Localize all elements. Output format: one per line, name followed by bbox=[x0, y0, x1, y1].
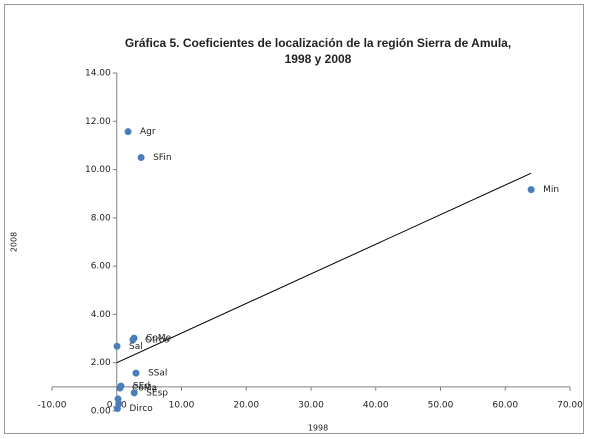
y-tick-label: 10.00 bbox=[85, 165, 111, 175]
point-label: Agr bbox=[140, 127, 156, 137]
point-label: Otros bbox=[145, 335, 170, 345]
y-tick-label: 2.00 bbox=[91, 358, 111, 368]
y-tick-label: 0.00 bbox=[91, 407, 111, 417]
point bbox=[130, 389, 138, 397]
point-label: SEd bbox=[133, 382, 150, 392]
y-axis-label: 2008 bbox=[10, 232, 19, 252]
trend-line bbox=[116, 172, 532, 364]
point-label: SFin bbox=[153, 153, 171, 163]
y-tick-label: 6.00 bbox=[91, 262, 111, 272]
point bbox=[116, 384, 124, 392]
point bbox=[124, 128, 132, 136]
chart-title: Gráfica 5. Coeficientes de localización … bbox=[125, 36, 511, 50]
x-tick-label: 10.00 bbox=[169, 400, 195, 410]
x-tick-label: 60.00 bbox=[492, 400, 518, 410]
point bbox=[527, 186, 535, 194]
x-tick-label: 50.00 bbox=[428, 400, 454, 410]
point-label: Sal bbox=[129, 342, 143, 352]
point-label: SEsp bbox=[146, 388, 168, 398]
x-tick-label: 20.00 bbox=[233, 400, 259, 410]
x-tick-label: 70.00 bbox=[557, 400, 583, 410]
point bbox=[137, 154, 145, 161]
chart-border bbox=[4, 4, 584, 434]
x-tick-label: 40.00 bbox=[363, 400, 389, 410]
y-tick-label: 4.00 bbox=[91, 310, 111, 320]
point bbox=[115, 400, 123, 408]
point-label: CoMa bbox=[132, 384, 157, 394]
point bbox=[129, 336, 137, 344]
y-tick-label: 14.00 bbox=[85, 69, 111, 79]
chart-title: 1998 y 2008 bbox=[285, 52, 352, 66]
y-tick-label: 12.00 bbox=[85, 117, 111, 127]
point-label: Min bbox=[543, 185, 559, 195]
point-label: SSal bbox=[148, 369, 167, 379]
x-tick-label: 30.00 bbox=[298, 400, 324, 410]
point bbox=[132, 369, 140, 377]
x-tick-label: -10.00 bbox=[37, 400, 66, 410]
y-tick-label: 8.00 bbox=[91, 213, 111, 223]
point bbox=[113, 342, 121, 350]
point-label: CoMe bbox=[146, 334, 172, 344]
point-label: Dirco bbox=[129, 404, 153, 414]
x-axis-label: 1998 bbox=[308, 424, 328, 433]
